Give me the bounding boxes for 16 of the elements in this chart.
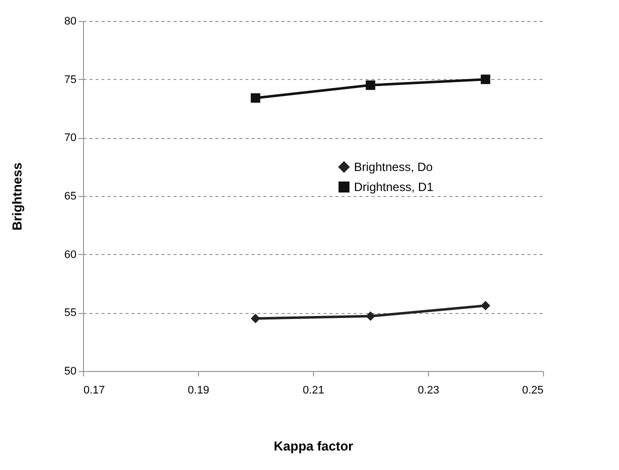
y-tick-label: 70: [64, 132, 76, 144]
y-tick-label: 65: [64, 190, 76, 202]
y-tick-label: 80: [64, 16, 76, 28]
x-tick-label: 0.17: [84, 384, 105, 396]
x-tick-label: 0.19: [188, 384, 210, 396]
legend-label: Drightness, D1: [354, 180, 434, 194]
y-tick-label: 55: [64, 307, 76, 320]
y-tick-label: 60: [64, 248, 76, 261]
x-tick-label: 0.25: [522, 384, 544, 396]
y-axis-title: Brightness: [9, 162, 24, 230]
y-tick-label: 50: [64, 366, 76, 378]
legend-label: Brightness, Do: [354, 160, 434, 174]
x-tick-label: 0.21: [302, 384, 324, 396]
x-tick-label: 0.23: [418, 384, 440, 396]
y-tick-label: 75: [64, 74, 76, 86]
x-axis-title: Kappa factor: [274, 438, 354, 454]
